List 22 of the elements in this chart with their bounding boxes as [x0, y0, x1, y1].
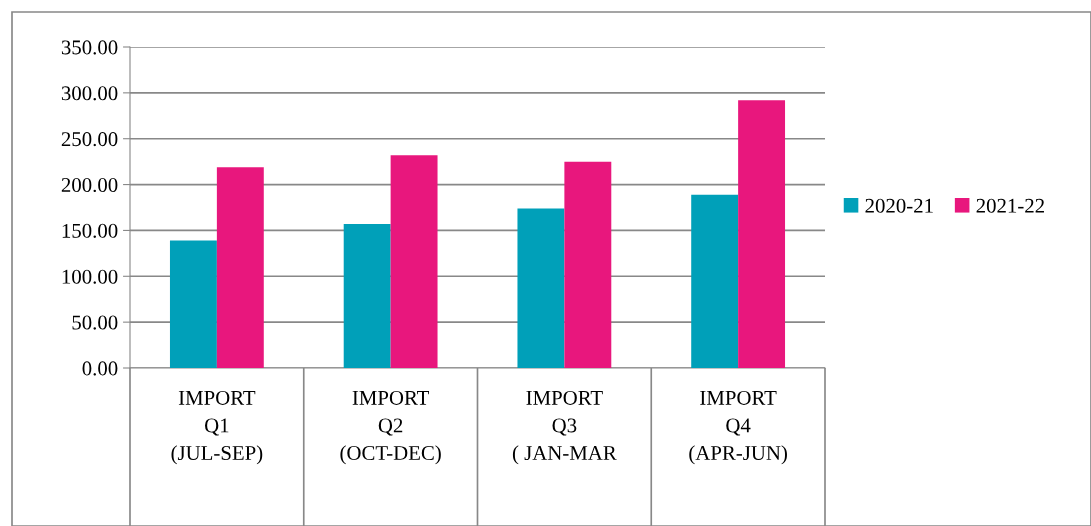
- x-tick-label: IMPORT Q1 (JUL-SEP): [171, 390, 263, 465]
- y-tick-label: 0.00: [82, 361, 118, 376]
- y-tick-label: 250.00: [61, 132, 118, 147]
- bar: [169, 240, 217, 368]
- bar: [517, 208, 565, 368]
- bar: [216, 167, 264, 368]
- x-tick-label: IMPORT Q3 ( JAN-MAR: [512, 390, 617, 465]
- bar: [691, 194, 739, 368]
- y-tick-label: 200.00: [61, 177, 118, 193]
- bar: [343, 224, 391, 368]
- y-tick-label: 100.00: [62, 269, 118, 284]
- x-tick-label: IMPORT Q2 (OCT-DEC): [340, 390, 441, 465]
- y-tick-label: 150.00: [62, 223, 118, 238]
- legend-label: 2021-22: [976, 198, 1044, 213]
- bar: [390, 155, 438, 368]
- y-tick-label: 350.00: [61, 40, 118, 55]
- legend-label: 2020-21: [865, 198, 933, 213]
- bar: [738, 100, 786, 368]
- y-tick-label: 300.00: [61, 86, 118, 101]
- x-tick-label: IMPORT Q4 (APR-JUN): [689, 390, 787, 465]
- y-tick-label: 50.00: [72, 315, 118, 330]
- bar: [564, 161, 612, 368]
